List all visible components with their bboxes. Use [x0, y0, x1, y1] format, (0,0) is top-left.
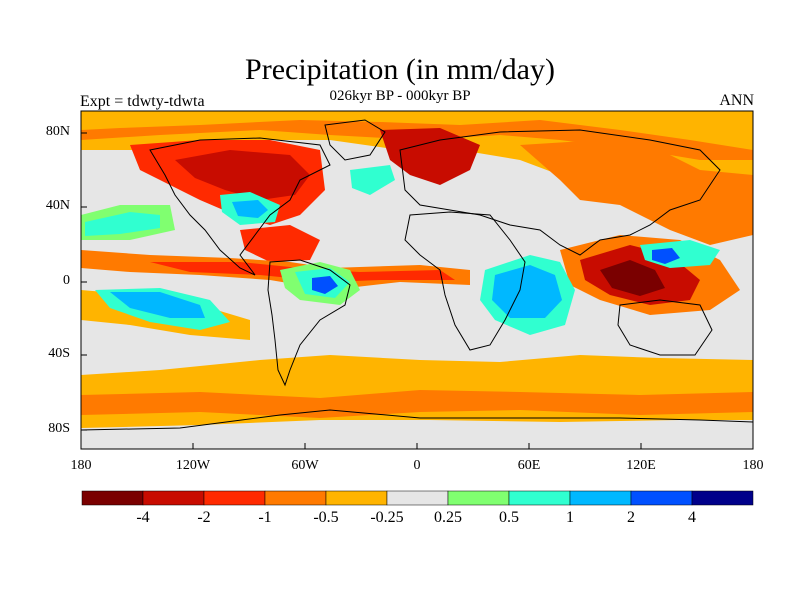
- y-tick-label: 0: [63, 273, 70, 288]
- contour-wet-npacific-cyan: [85, 212, 160, 236]
- colorbar-label: -0.5: [313, 509, 339, 526]
- colorbar-swatch: [691, 490, 754, 506]
- colorbar-swatch: [447, 490, 510, 506]
- y-tick-label: 40S: [48, 346, 70, 361]
- y-tick-label: 80S: [48, 421, 70, 436]
- x-tick-label: 180: [70, 458, 92, 473]
- colorbar-swatch: [630, 490, 693, 506]
- experiment-label: Expt = tdwty-tdwta: [80, 93, 205, 110]
- contour-antarctic-grey: [81, 420, 753, 449]
- colorbar-swatch: [142, 490, 205, 506]
- map-subtitle: 026kyr BP - 000kyr BP: [329, 88, 471, 104]
- colorbar-label: 4: [688, 509, 696, 526]
- contour-wet-africa-blue: [492, 265, 562, 318]
- colorbar-swatch: [386, 490, 449, 506]
- x-tick-label: 120E: [626, 458, 656, 473]
- colorbar-label: 0.5: [499, 509, 519, 526]
- contour-north-orange: [81, 120, 753, 160]
- y-tick-label: 80N: [45, 124, 70, 139]
- x-tick-label: 120W: [175, 458, 211, 473]
- coast-eurasia: [399, 129, 721, 256]
- colorbar-swatch: [325, 490, 388, 506]
- colorbar-swatch: [203, 490, 266, 506]
- x-tick-label: 60W: [291, 458, 319, 473]
- contour-asia-orange: [520, 140, 753, 245]
- axis-ticks: [81, 132, 642, 449]
- contour-wet-wpacific-blue: [652, 248, 680, 264]
- x-tick-label: 180: [742, 458, 764, 473]
- colorbar-swatch: [81, 490, 144, 506]
- coast-australia: [617, 299, 713, 356]
- coast-africa: [404, 211, 526, 351]
- contour-wet-spacific-blue: [110, 292, 205, 318]
- colorbar-label: -0.25: [370, 509, 404, 526]
- contour-south-orange: [81, 390, 753, 418]
- coast-south-america: [267, 259, 351, 387]
- contour-na-darkred: [175, 150, 310, 200]
- contour-eurasia-red: [380, 128, 480, 185]
- map-title: Precipitation (in mm/day): [245, 53, 555, 86]
- season-label: ANN: [719, 92, 754, 109]
- colorbar-label: 1: [566, 509, 574, 526]
- y-tick-label: 40N: [45, 198, 70, 213]
- colorbar-label: 0.25: [434, 509, 462, 526]
- colorbar-label: -2: [197, 509, 211, 526]
- colorbar-label: -4: [136, 509, 150, 526]
- contour-field: [81, 111, 753, 449]
- contour-nw-atlantic-red: [240, 225, 320, 262]
- coast-north-america: [149, 137, 331, 276]
- x-tick-label: 0: [413, 458, 421, 473]
- contour-wet-na-blue: [232, 200, 268, 218]
- colorbar-swatch: [264, 490, 327, 506]
- colorbar-label: -1: [258, 509, 272, 526]
- contour-wet-atl-cyan: [350, 165, 395, 195]
- colorbar-swatch: [569, 490, 632, 506]
- x-tick-label: 60E: [517, 458, 541, 473]
- coast-antarctica: [81, 409, 753, 431]
- colorbar-label: 2: [627, 509, 635, 526]
- colorbar-swatch: [508, 490, 571, 506]
- coastlines: [81, 119, 753, 431]
- colorbar: [81, 490, 754, 506]
- contour-wet-sa-blue: [312, 276, 338, 294]
- contour-maritime-darkred: [600, 260, 665, 296]
- coast-greenland: [324, 119, 386, 161]
